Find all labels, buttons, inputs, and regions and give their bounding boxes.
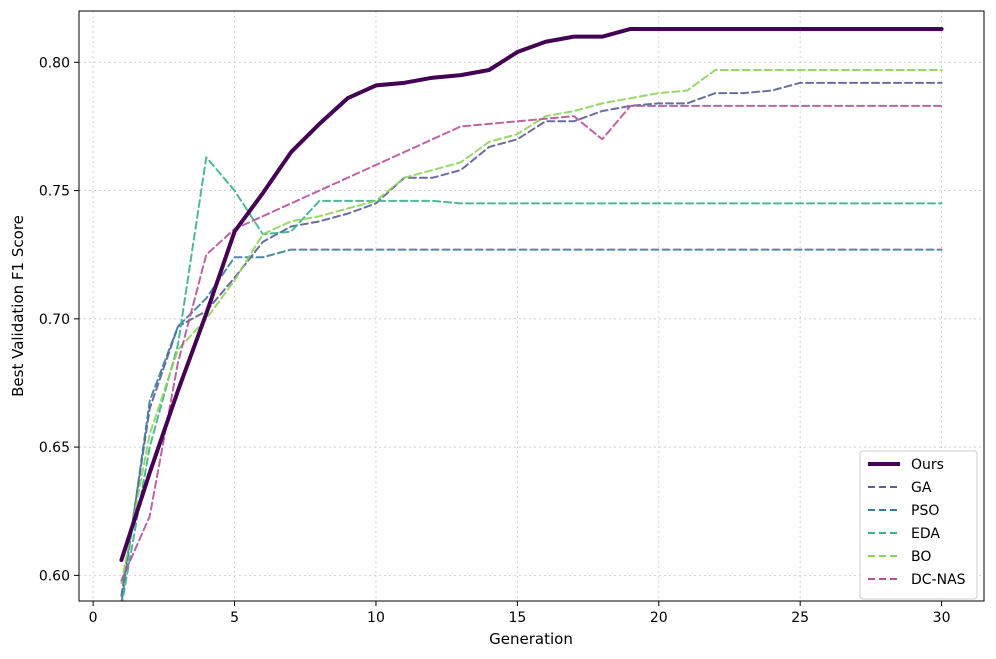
x-tick-label: 30 [933, 610, 951, 626]
x-tick-label: 10 [367, 610, 385, 626]
x-tick-label: 15 [508, 610, 526, 626]
x-tick-label: 25 [791, 610, 809, 626]
y-tick-label: 0.65 [39, 440, 70, 456]
series-line-ours [119, 26, 944, 562]
legend-label: BO [911, 549, 931, 565]
legend-label: PSO [911, 503, 939, 519]
y-tick-label: 0.60 [39, 568, 70, 584]
x-tick-label: 20 [650, 610, 668, 626]
plot-frame [78, 10, 985, 602]
series-line-dc-nas [120, 104, 943, 582]
legend-box [859, 450, 978, 600]
y-tick-label: 0.75 [39, 184, 70, 200]
series-line-ga [120, 81, 943, 597]
series-line-bo [120, 69, 943, 585]
legend-label: GA [911, 480, 932, 496]
y-tick-label: 0.80 [39, 55, 70, 71]
x-axis-label: Generation [489, 630, 573, 648]
series-line-eda [121, 156, 943, 601]
y-tick-label: 0.70 [39, 312, 70, 328]
series-lines [119, 26, 944, 601]
axes: 0 5 10 15 20 25 30 0.60 0.65 0.70 0.75 0.80 [39, 55, 951, 626]
legend-label: EDA [911, 526, 940, 542]
series-line-pso [120, 248, 943, 601]
legend: Ours GA PSO EDA BO DC-NAS [859, 450, 978, 600]
y-axis-label: Best Validation F1 Score [9, 215, 27, 397]
x-tick-label: 5 [230, 610, 239, 626]
legend-label: Ours [911, 457, 944, 473]
x-tick-label: 0 [89, 610, 98, 626]
legend-label: DC-NAS [911, 572, 966, 588]
